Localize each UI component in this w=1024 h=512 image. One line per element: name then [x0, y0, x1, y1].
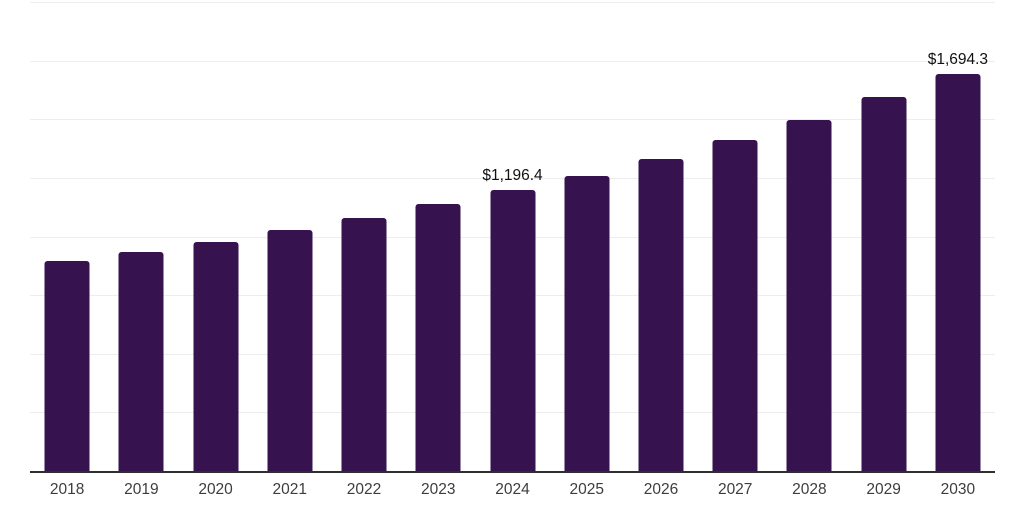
bar-2028	[786, 119, 832, 471]
x-tick-label-2027: 2027	[717, 481, 753, 498]
x-tick-label-2024: 2024	[495, 481, 530, 498]
bar-2027	[712, 140, 758, 471]
x-tick-label-2023: 2023	[421, 481, 456, 498]
bar-value-label-2024: $1,196.4	[482, 167, 543, 185]
plot-area: $1,196.4 $1,694.3	[30, 2, 995, 473]
x-tick-label-2028: 2028	[792, 481, 827, 498]
bar-2026	[638, 158, 684, 471]
x-tick-label-2019: 2019	[124, 481, 159, 498]
gridline	[30, 177, 995, 179]
x-tick-label-2029: 2029	[866, 481, 901, 498]
bar-2020	[193, 241, 239, 471]
x-tick-label-2030: 2030	[940, 481, 976, 498]
x-tick-label-2018: 2018	[49, 481, 85, 498]
bar-2021	[267, 229, 313, 471]
bar-2030	[935, 73, 981, 471]
gridline	[30, 2, 995, 3]
x-axis: 2018 2019 2020 2021 2022 2023 2024 2025 2026 2027…	[30, 481, 995, 505]
x-tick-label-2026: 2026	[643, 481, 679, 498]
bar-2023	[415, 204, 461, 471]
bar-value-label-2030: $1,694.3	[927, 50, 989, 68]
bar-2018	[44, 261, 90, 471]
x-tick-label-2020: 2020	[198, 481, 233, 498]
bar-2024	[490, 190, 535, 471]
bar-2029	[861, 97, 907, 471]
bar-2025	[564, 175, 610, 471]
bar-2022	[341, 217, 387, 471]
gridline	[30, 60, 995, 62]
x-tick-label-2022: 2022	[346, 481, 382, 498]
bar-2019	[118, 251, 164, 471]
gridline	[30, 119, 995, 121]
x-tick-label-2021: 2021	[272, 481, 308, 498]
x-tick-label-2025: 2025	[569, 481, 604, 498]
